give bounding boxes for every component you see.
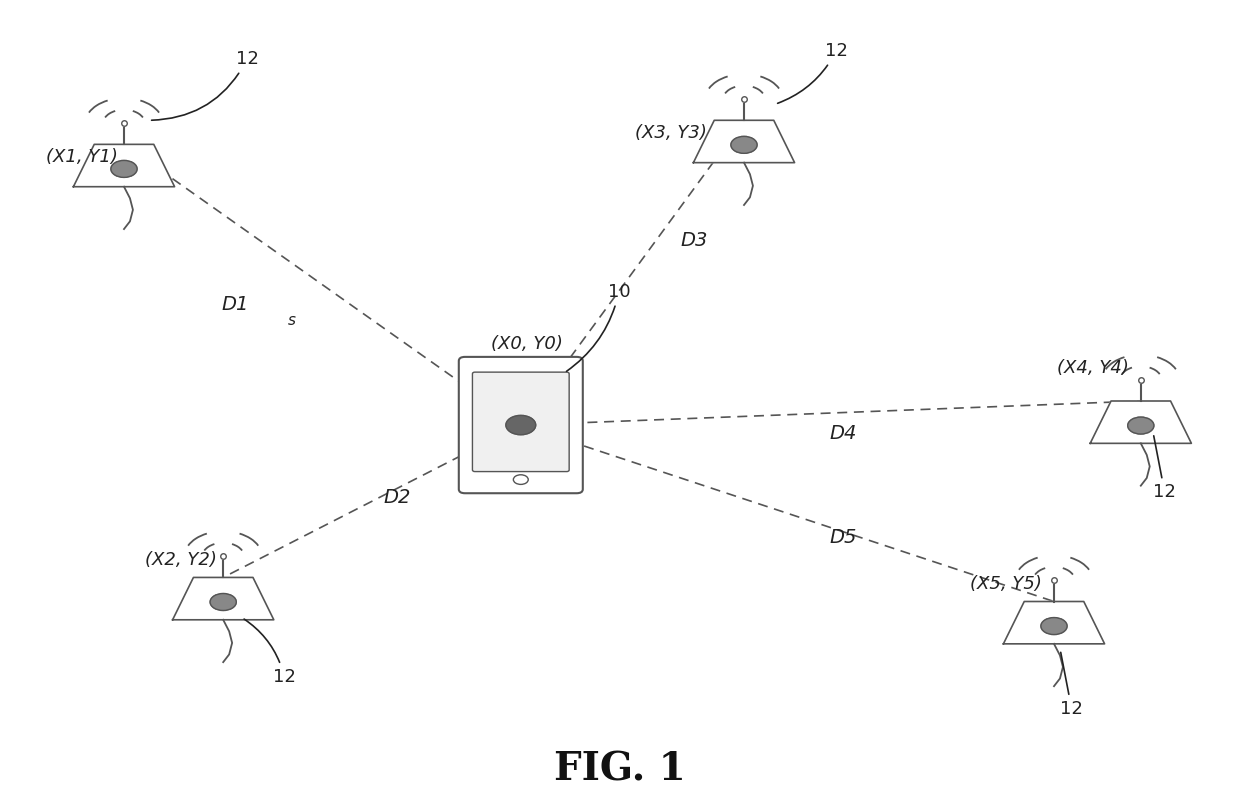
Text: (X0, Y0): (X0, Y0) — [491, 335, 563, 353]
Circle shape — [730, 136, 758, 153]
FancyBboxPatch shape — [472, 372, 569, 472]
Polygon shape — [1003, 602, 1105, 644]
Text: (X5, Y5): (X5, Y5) — [970, 576, 1042, 593]
Text: D5: D5 — [830, 528, 857, 547]
FancyBboxPatch shape — [459, 357, 583, 493]
Text: 12: 12 — [1153, 435, 1176, 501]
Circle shape — [110, 160, 138, 177]
Text: 12: 12 — [244, 619, 295, 686]
Text: D2: D2 — [383, 488, 410, 507]
Text: (X1, Y1): (X1, Y1) — [46, 148, 118, 166]
Circle shape — [506, 415, 536, 435]
Text: D3: D3 — [681, 231, 708, 250]
Circle shape — [210, 593, 237, 610]
Text: (X2, Y2): (X2, Y2) — [145, 552, 217, 569]
Text: 10: 10 — [567, 283, 630, 371]
Text: 12: 12 — [1060, 652, 1083, 718]
Text: 12: 12 — [151, 51, 258, 120]
Text: 12: 12 — [777, 43, 847, 103]
Circle shape — [1127, 417, 1154, 434]
Text: D4: D4 — [830, 423, 857, 443]
Text: (X3, Y3): (X3, Y3) — [635, 124, 707, 142]
Text: FIG. 1: FIG. 1 — [554, 751, 686, 789]
Text: s: s — [288, 314, 295, 328]
Polygon shape — [693, 120, 795, 163]
Polygon shape — [172, 577, 274, 620]
Text: (X4, Y4): (X4, Y4) — [1056, 359, 1128, 377]
Circle shape — [1040, 618, 1068, 634]
Polygon shape — [73, 144, 175, 187]
Text: D1: D1 — [222, 295, 249, 314]
Polygon shape — [1090, 401, 1192, 444]
